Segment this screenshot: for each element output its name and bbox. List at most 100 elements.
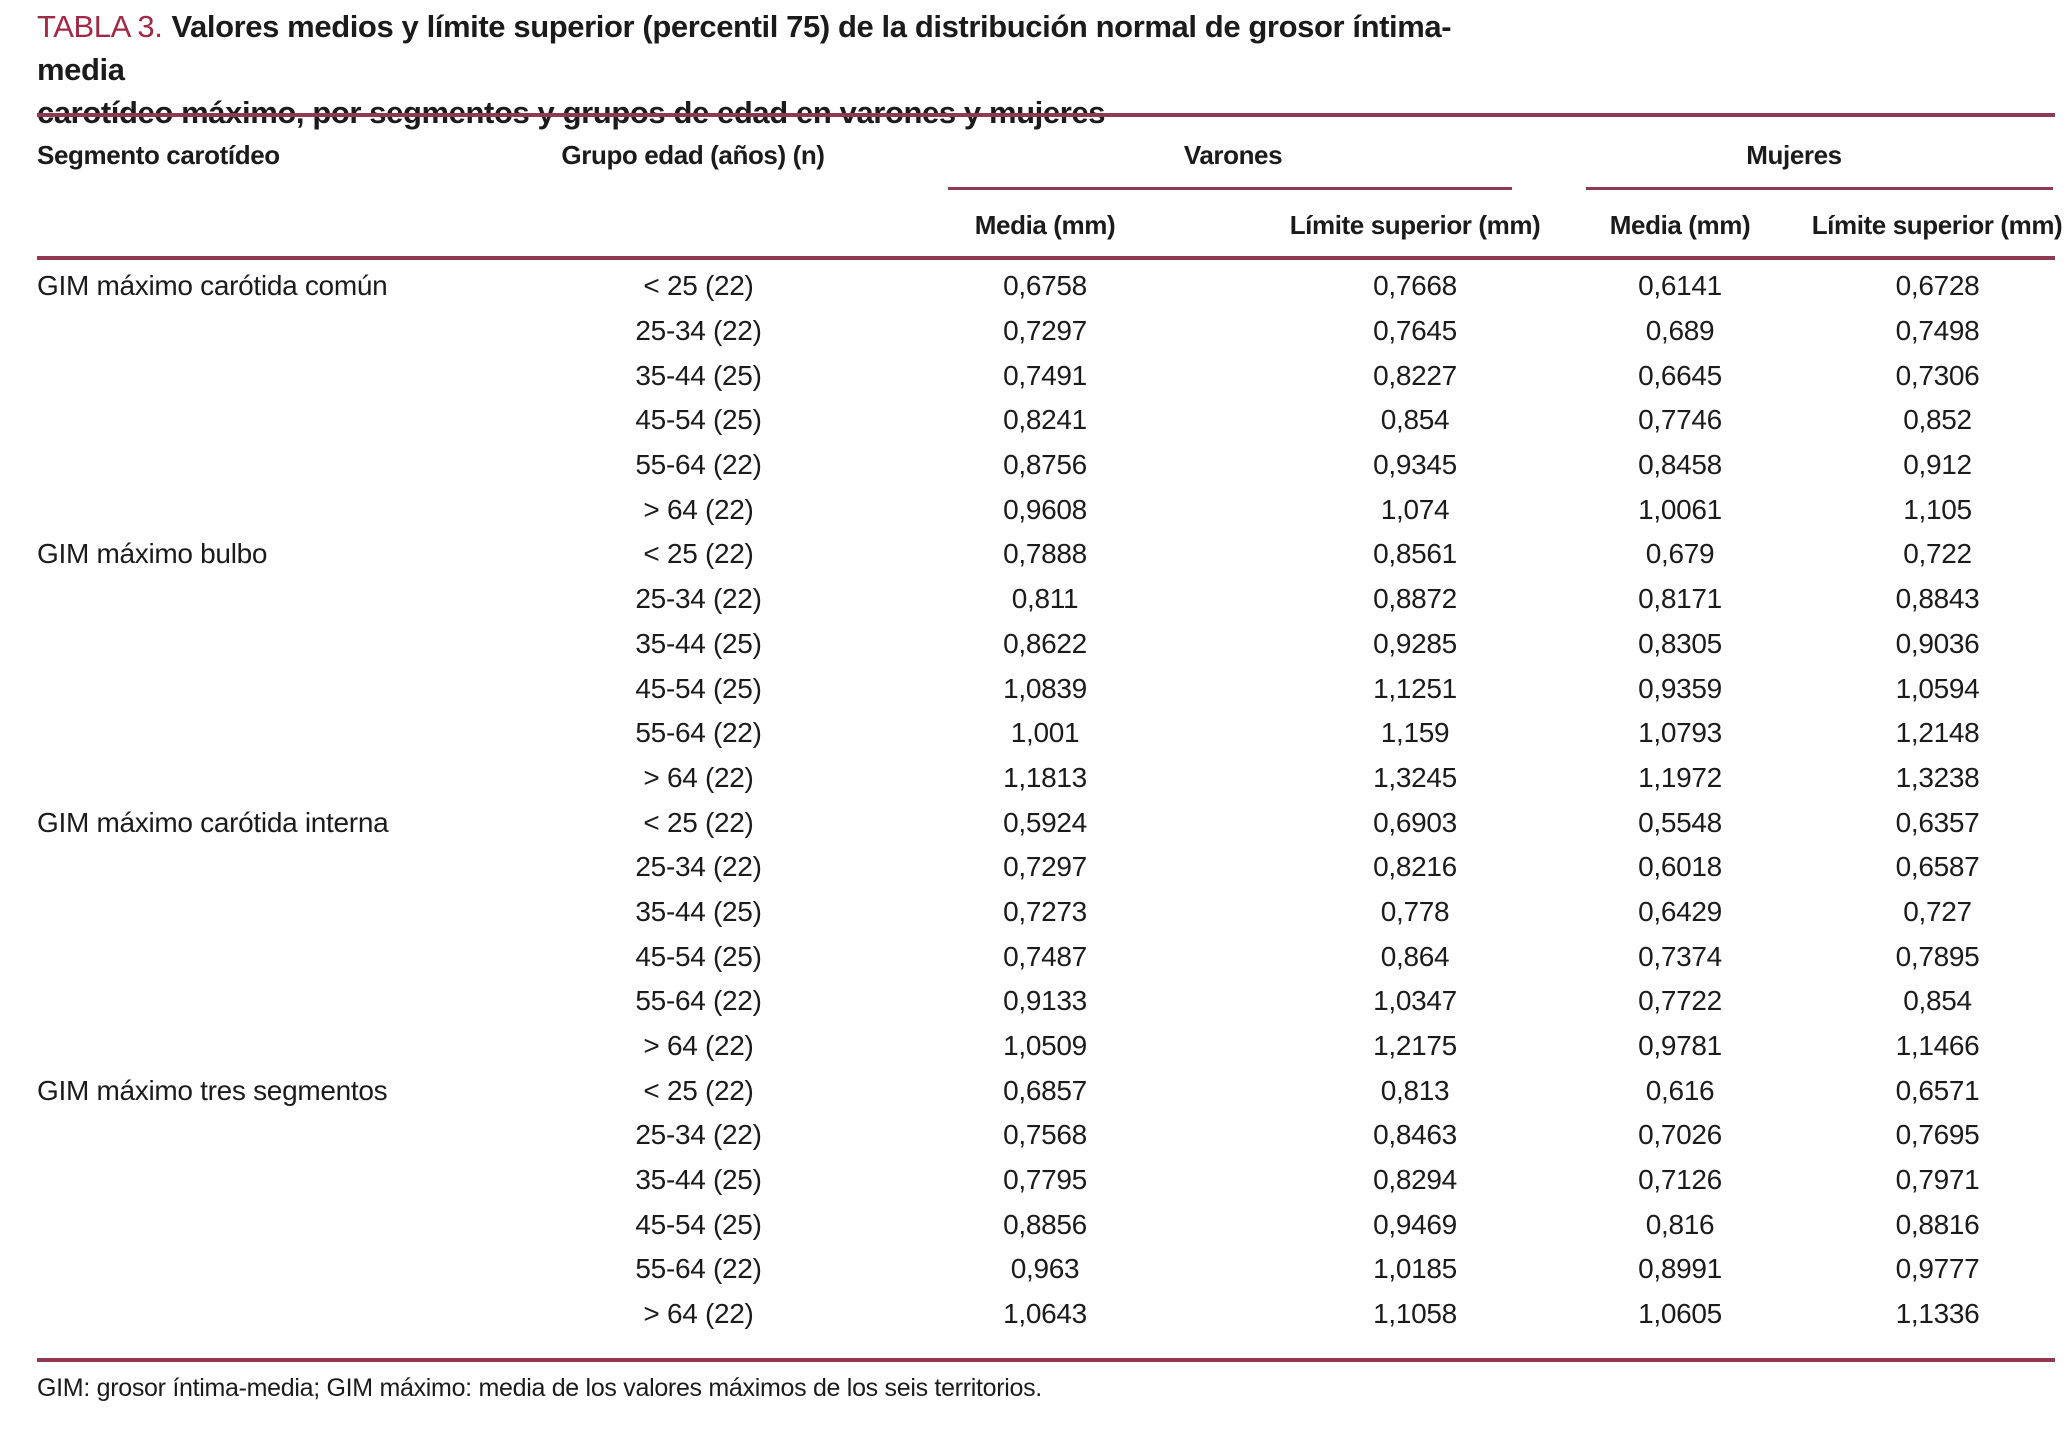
men-upper-cell: 1,1251 <box>1373 672 1457 704</box>
men-upper-cell: 1,159 <box>1380 717 1450 749</box>
age-group-cell: < 25 (22) <box>643 270 754 302</box>
title-line2: carotídeo máximo, por segmentos y grupos… <box>37 91 1537 134</box>
age-group-cell: > 64 (22) <box>643 761 754 793</box>
women-mean-cell: 0,9359 <box>1638 672 1722 704</box>
women-upper-cell: 1,105 <box>1903 493 1972 525</box>
women-mean-cell: 0,6141 <box>1638 270 1722 302</box>
men-mean-cell: 0,6758 <box>1003 270 1087 302</box>
women-upper-cell: 0,912 <box>1903 449 1972 481</box>
women-upper-cell: 1,3238 <box>1895 761 1980 793</box>
men-upper-cell: 0,8463 <box>1373 1119 1457 1151</box>
men-upper-cell: 1,074 <box>1380 493 1450 525</box>
top-rule <box>37 113 2055 117</box>
age-group-cell: > 64 (22) <box>643 1030 754 1062</box>
table-row: 45-54 (25) 0,8856 0,9469 0,816 0,8816 <box>37 1202 2055 1247</box>
table-row: 25-34 (22) 0,7297 0,8216 0,6018 0,6587 <box>37 845 2055 890</box>
segment-cell <box>37 711 597 756</box>
men-mean-cell: 0,8756 <box>1003 449 1087 481</box>
men-mean-cell: 1,1813 <box>1003 761 1087 793</box>
women-upper-cell: 0,8843 <box>1895 583 1980 615</box>
women-mean-cell: 0,7374 <box>1638 940 1722 972</box>
women-upper-cell: 0,6587 <box>1895 851 1980 883</box>
age-group-cell: 25-34 (22) <box>635 583 762 615</box>
men-mean-cell: 0,811 <box>1011 583 1079 615</box>
segment-cell <box>37 845 597 890</box>
segment-cell <box>37 309 597 354</box>
table-row: 35-44 (25) 0,7795 0,8294 0,7126 0,7971 <box>37 1158 2055 1203</box>
women-upper-cell: 0,727 <box>1903 895 1972 927</box>
column-header-segment: Segmento carotídeo <box>37 140 280 170</box>
segment-cell <box>37 1158 597 1203</box>
women-mean-cell: 0,5548 <box>1638 806 1722 838</box>
table-row: 55-64 (22) 0,8756 0,9345 0,8458 0,912 <box>37 443 2055 488</box>
women-upper-cell: 0,6571 <box>1895 1074 1980 1106</box>
table-row: 45-54 (25) 1,0839 1,1251 0,9359 1,0594 <box>37 666 2055 711</box>
bottom-rule <box>37 1358 2055 1362</box>
segment-cell <box>37 398 597 443</box>
men-upper-cell: 0,8561 <box>1373 538 1457 570</box>
age-group-cell: < 25 (22) <box>643 538 754 570</box>
women-upper-cell: 1,1336 <box>1895 1298 1980 1330</box>
men-mean-cell: 0,8622 <box>1003 627 1087 659</box>
footnote: GIM: grosor íntima-media; GIM máximo: me… <box>37 1374 1042 1402</box>
table-title: TABLA 3. Valores medios y límite superior… <box>37 5 1537 134</box>
men-mean-cell: 0,7568 <box>1003 1119 1087 1151</box>
men-upper-cell: 0,7668 <box>1373 270 1457 302</box>
women-mean-cell: 0,7722 <box>1638 985 1722 1017</box>
segment-cell: GIM máximo carótida común <box>37 270 388 302</box>
table-row: 45-54 (25) 0,8241 0,854 0,7746 0,852 <box>37 398 2055 443</box>
men-mean-cell: 0,7491 <box>1003 359 1087 391</box>
age-group-cell: 45-54 (25) <box>635 940 762 972</box>
men-upper-cell: 1,2175 <box>1373 1030 1457 1062</box>
table-row: > 64 (22) 1,0643 1,1058 1,0605 1,1336 <box>37 1292 2055 1337</box>
women-upper-cell: 0,7971 <box>1895 1164 1980 1196</box>
women-mean-cell: 0,7746 <box>1638 404 1722 436</box>
segment-cell <box>37 622 597 667</box>
table-row: > 64 (22) 1,1813 1,3245 1,1972 1,3238 <box>37 756 2055 801</box>
women-upper-cell: 0,852 <box>1903 404 1972 436</box>
men-upper-cell: 0,8227 <box>1373 359 1457 391</box>
men-mean-cell: 0,5924 <box>1003 806 1087 838</box>
men-upper-cell: 0,6903 <box>1373 806 1457 838</box>
women-mean-cell: 0,7026 <box>1638 1119 1722 1151</box>
men-upper-cell: 0,864 <box>1380 940 1450 972</box>
segment-cell <box>37 1247 597 1292</box>
women-mean-cell: 1,0605 <box>1638 1298 1722 1330</box>
men-upper-cell: 0,9469 <box>1373 1208 1457 1240</box>
subheader-men-mean: Media (mm) <box>974 210 1116 240</box>
age-group-cell: 35-44 (25) <box>635 1164 762 1196</box>
segment-cell: GIM máximo carótida interna <box>37 806 389 838</box>
segment-cell <box>37 1202 597 1247</box>
segment-cell <box>37 666 597 711</box>
segment-cell <box>37 353 597 398</box>
table-row: 35-44 (25) 0,8622 0,9285 0,8305 0,9036 <box>37 622 2055 667</box>
men-upper-cell: 0,7645 <box>1373 315 1457 347</box>
men-mean-cell: 1,0643 <box>1003 1298 1087 1330</box>
men-group-rule <box>948 187 1512 190</box>
men-upper-cell: 0,9345 <box>1373 449 1457 481</box>
data-table: GIM máximo carótida común < 25 (22) 0,6758… <box>37 264 2055 1337</box>
table-row: 55-64 (22) 0,963 1,0185 0,8991 0,9777 <box>37 1247 2055 1292</box>
table-row: 55-64 (22) 1,001 1,159 1,0793 1,2148 <box>37 711 2055 756</box>
subheader-women-mean: Media (mm) <box>1609 210 1751 240</box>
women-mean-cell: 0,7126 <box>1638 1164 1722 1196</box>
header-rule <box>37 256 2055 260</box>
men-upper-cell: 1,0347 <box>1373 985 1457 1017</box>
segment-cell <box>37 756 597 801</box>
table-row: 35-44 (25) 0,7491 0,8227 0,6645 0,7306 <box>37 353 2055 398</box>
age-group-cell: 35-44 (25) <box>635 359 762 391</box>
age-group-cell: 55-64 (22) <box>635 717 762 749</box>
men-mean-cell: 1,0839 <box>1003 672 1087 704</box>
table-row: 35-44 (25) 0,7273 0,778 0,6429 0,727 <box>37 890 2055 935</box>
segment-cell <box>37 577 597 622</box>
women-upper-cell: 0,6357 <box>1895 806 1980 838</box>
age-group-cell: 45-54 (25) <box>635 1208 762 1240</box>
men-upper-cell: 1,3245 <box>1373 761 1457 793</box>
segment-cell <box>37 1292 597 1337</box>
women-mean-cell: 0,6018 <box>1638 851 1722 883</box>
column-header-age-group: Grupo edad (años) (n) <box>561 140 825 170</box>
table-row: > 64 (22) 0,9608 1,074 1,0061 1,105 <box>37 487 2055 532</box>
age-group-cell: 55-64 (22) <box>635 1253 762 1285</box>
women-upper-cell: 0,8816 <box>1895 1208 1980 1240</box>
table-row: GIM máximo carótida interna < 25 (22) 0,59… <box>37 800 2055 845</box>
